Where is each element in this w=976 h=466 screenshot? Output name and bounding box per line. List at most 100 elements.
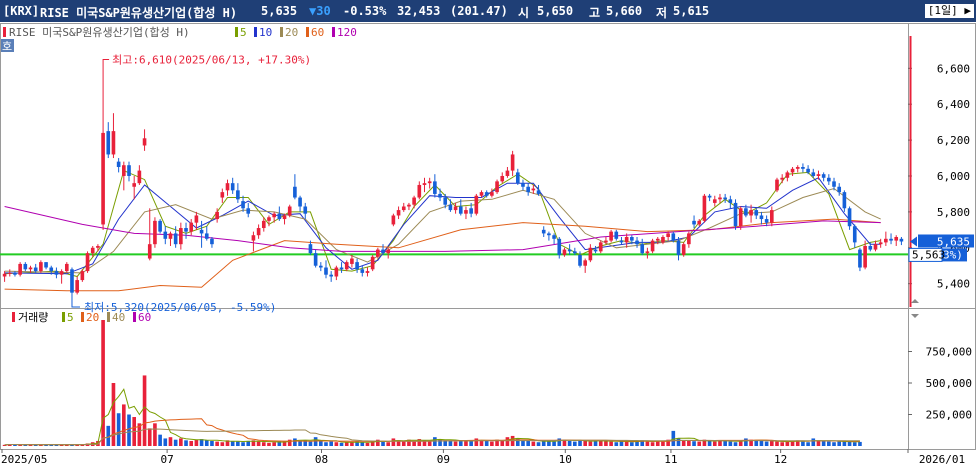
volume-bar — [236, 441, 240, 446]
candle-body — [386, 249, 391, 254]
axis-scroll-up-icon — [911, 299, 919, 303]
volume-bar — [785, 441, 790, 446]
open-price: 5,650 — [537, 4, 574, 18]
price-legend: RISE 미국S&P원유생산기업(합성 H) 5 10 20 60 120 — [3, 26, 357, 39]
candle-body — [210, 238, 214, 245]
candle-body — [401, 206, 406, 211]
price-tick-label: 6,200 — [937, 134, 970, 147]
volume-bar — [676, 438, 681, 446]
volume-bar — [355, 441, 359, 446]
volume-bar — [179, 438, 183, 446]
quote-header: [KRX] RISE 미국S&P원유생산기업(합성 H) 5,635 ▼30 -… — [0, 0, 976, 22]
candle-body — [168, 233, 173, 239]
period-label: [1일] — [927, 4, 958, 17]
volume-bar — [272, 442, 276, 446]
current-price-box — [918, 234, 974, 248]
market-code: [KRX] — [3, 4, 40, 18]
candle-body — [298, 197, 302, 207]
candle-body — [33, 267, 38, 272]
candle-body — [7, 272, 12, 274]
volume-bar — [225, 440, 230, 446]
volume-tick-label: 750,000 — [926, 346, 972, 359]
candle-body — [821, 174, 826, 178]
volume-bar — [733, 442, 738, 446]
ma60-line — [4, 218, 881, 292]
volume-bar — [562, 439, 567, 446]
candle-body — [18, 263, 22, 275]
candle-body — [889, 238, 893, 241]
volume-bar — [573, 441, 577, 446]
volume-bar — [640, 440, 645, 446]
volume-bar — [453, 441, 458, 446]
volume-bar — [303, 440, 308, 446]
volume-bar — [775, 441, 779, 446]
candle-body — [267, 217, 271, 221]
volume-bar — [438, 439, 442, 446]
chart-canvas[interactable]: 6,6006,4006,2006,0005,8005,6005,400750,0… — [0, 22, 976, 466]
volume-bar — [598, 440, 603, 446]
candle-body — [142, 138, 147, 146]
volume-bar — [707, 440, 712, 446]
volume-bar — [547, 440, 551, 446]
candle-body — [417, 184, 422, 198]
volume-bar — [474, 438, 479, 446]
candle-body — [500, 175, 505, 182]
candle-body — [738, 208, 743, 227]
volume-bar — [806, 442, 810, 446]
candle-body — [324, 267, 328, 275]
candle-body — [899, 238, 904, 242]
volume-tick-label: 500,000 — [926, 377, 972, 390]
period-selector[interactable]: [1일] ▶ — [924, 4, 974, 18]
volume-bar — [464, 440, 468, 446]
candle-body — [215, 211, 219, 220]
volume-bar — [500, 440, 505, 446]
candle-body — [567, 249, 572, 252]
candle-body — [184, 228, 188, 232]
current-price-arrow-icon — [910, 236, 917, 247]
candle-body — [282, 215, 287, 220]
volume-bar — [526, 440, 530, 446]
time-tick-label: 07 — [160, 453, 173, 466]
volume-bar — [655, 440, 660, 446]
volume-bar — [267, 442, 271, 446]
volume-bar — [588, 441, 593, 446]
candle-body — [640, 244, 645, 254]
candle-body — [526, 186, 530, 193]
volume-bar — [386, 442, 391, 446]
volume-bar — [116, 413, 121, 446]
candle-body — [287, 206, 292, 216]
legend-price-name: RISE 미국S&P원유생산기업(합성 H) — [9, 26, 190, 39]
candle-body — [635, 240, 639, 245]
candle-body — [261, 220, 266, 229]
candle-body — [111, 131, 116, 155]
candle-body — [438, 193, 442, 198]
candle-body — [127, 165, 131, 176]
candle-body — [80, 271, 85, 281]
volume-bar — [23, 444, 28, 446]
candle-body — [70, 269, 74, 293]
volume-bar — [521, 440, 525, 446]
volume-bar — [515, 439, 520, 446]
volume-bar — [168, 437, 173, 446]
candle-body — [13, 272, 17, 275]
volume-bar — [215, 441, 219, 446]
candle-body — [308, 244, 313, 254]
volume-bar — [396, 440, 401, 446]
volume-bar — [158, 434, 162, 446]
candle-body — [137, 170, 142, 184]
candle-body — [852, 226, 857, 243]
volume-bar — [137, 423, 142, 446]
volume-bar — [422, 440, 427, 446]
candle-body — [54, 271, 59, 275]
candle-body — [256, 228, 261, 236]
side-tab-label: 호 — [2, 40, 12, 53]
volume-bar — [391, 438, 396, 446]
volume-bar — [33, 444, 38, 446]
candle-body — [490, 192, 494, 196]
volume-bar — [567, 440, 572, 446]
candle-body — [370, 256, 375, 270]
volume-bar — [630, 442, 634, 446]
volume-bar — [858, 441, 862, 446]
volume-bar — [313, 437, 318, 446]
